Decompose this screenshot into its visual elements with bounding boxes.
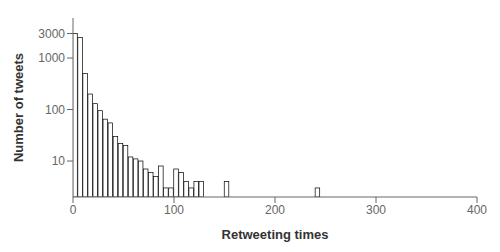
- svg-text:Number of tweets: Number of tweets: [11, 53, 26, 162]
- svg-text:Retweeting times: Retweeting times: [222, 227, 329, 242]
- svg-text:1000: 1000: [38, 51, 65, 65]
- svg-text:10: 10: [52, 154, 66, 168]
- svg-text:3000: 3000: [38, 27, 65, 41]
- svg-text:300: 300: [366, 203, 386, 217]
- svg-text:100: 100: [164, 203, 184, 217]
- svg-text:400: 400: [467, 203, 487, 217]
- svg-text:0: 0: [70, 203, 77, 217]
- svg-text:100: 100: [45, 103, 65, 117]
- svg-text:200: 200: [265, 203, 285, 217]
